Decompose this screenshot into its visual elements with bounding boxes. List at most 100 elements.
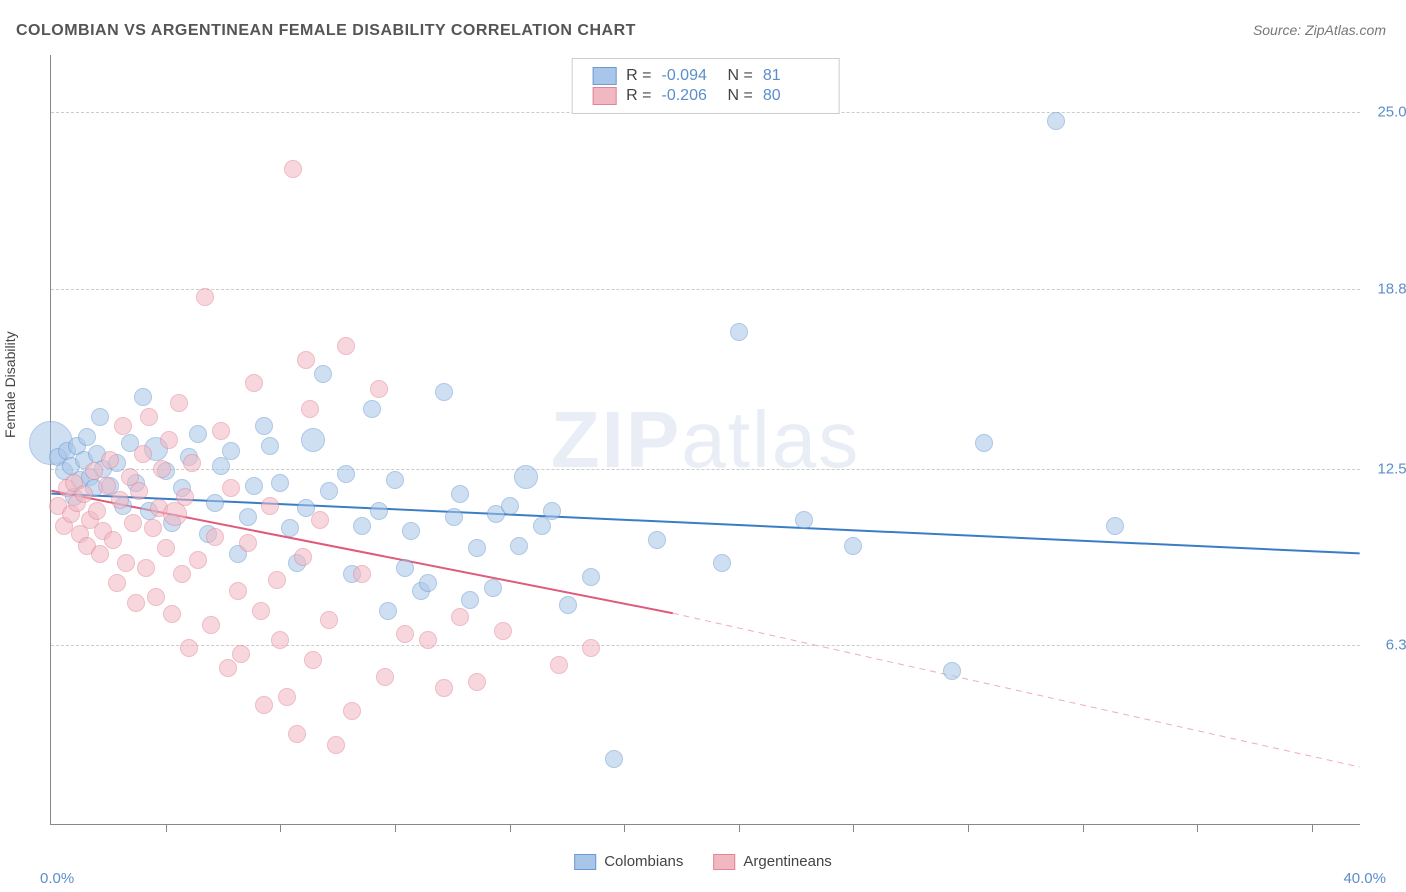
scatter-point [1047,112,1065,130]
scatter-point [117,554,135,572]
scatter-point [402,522,420,540]
legend-swatch [592,87,616,105]
scatter-point [239,534,257,552]
r-label: R = [626,67,651,85]
scatter-point [124,514,142,532]
scatter-point [343,702,361,720]
legend-swatch [713,854,735,870]
scatter-point [494,622,512,640]
scatter-point [648,531,666,549]
scatter-point [975,434,993,452]
scatter-point [212,422,230,440]
scatter-point [582,568,600,586]
x-tick-mark [624,824,625,832]
y-axis-label: Female Disability [2,331,18,438]
legend-label: Argentineans [743,853,831,870]
scatter-point [114,417,132,435]
scatter-point [543,502,561,520]
scatter-point [419,574,437,592]
scatter-point [501,497,519,515]
scatter-point [1106,517,1124,535]
scatter-point [510,537,528,555]
scatter-point [370,502,388,520]
scatter-point [271,631,289,649]
scatter-point [795,511,813,529]
legend-label: Colombians [604,853,683,870]
scatter-point [147,588,165,606]
scatter-point [379,602,397,620]
scatter-point [134,388,152,406]
scatter-point [288,725,306,743]
gridline [51,469,1360,470]
trend-lines-layer [51,55,1360,824]
scatter-point [101,451,119,469]
scatter-point [582,639,600,657]
y-tick-label: 18.8% [1365,280,1406,297]
scatter-point [353,565,371,583]
scatter-point [353,517,371,535]
scatter-point [229,582,247,600]
x-tick-mark [166,824,167,832]
x-axis-origin-label: 0.0% [40,870,74,887]
scatter-point [363,400,381,418]
scatter-point [255,417,273,435]
scatter-point [206,528,224,546]
scatter-point [88,502,106,520]
scatter-point [337,465,355,483]
scatter-point [278,688,296,706]
scatter-point [314,365,332,383]
scatter-point [370,380,388,398]
scatter-point [327,736,345,754]
scatter-point [943,662,961,680]
scatter-point [255,696,273,714]
scatter-point [284,160,302,178]
series-legend-item: Colombians [574,853,683,870]
scatter-point [320,611,338,629]
scatter-point [301,428,325,452]
scatter-point [730,323,748,341]
scatter-point [268,571,286,589]
scatter-point [222,479,240,497]
scatter-point [468,673,486,691]
scatter-point [189,425,207,443]
scatter-point [445,508,463,526]
scatter-point [196,288,214,306]
stats-legend: R =-0.094N =81R =-0.206N =80 [571,58,840,114]
n-label: N = [728,67,753,85]
scatter-point [376,668,394,686]
scatter-point [252,602,270,620]
scatter-point [261,437,279,455]
scatter-point [451,608,469,626]
x-tick-mark [968,824,969,832]
chart-source: Source: ZipAtlas.com [1253,22,1386,38]
scatter-point [435,679,453,697]
trend-line-extrapolated [673,613,1360,767]
gridline [51,289,1360,290]
scatter-point [419,631,437,649]
scatter-point [91,545,109,563]
scatter-point [170,394,188,412]
scatter-point [435,383,453,401]
scatter-point [451,485,469,503]
scatter-point [91,408,109,426]
scatter-point [111,491,129,509]
chart-title: COLOMBIAN VS ARGENTINEAN FEMALE DISABILI… [16,22,636,40]
series-legend: Colombians Argentineans [574,853,832,870]
scatter-point [163,605,181,623]
scatter-point [137,559,155,577]
scatter-point [108,574,126,592]
scatter-point [189,551,207,569]
x-tick-mark [853,824,854,832]
scatter-point [180,639,198,657]
scatter-point [144,519,162,537]
scatter-point [271,474,289,492]
scatter-point [301,400,319,418]
source-prefix: Source: [1253,22,1305,38]
scatter-point [134,445,152,463]
y-tick-label: 25.0% [1365,104,1406,121]
series-legend-item: Argentineans [713,853,831,870]
y-tick-label: 12.5% [1365,460,1406,477]
scatter-point [320,482,338,500]
scatter-point [222,442,240,460]
r-value: -0.206 [662,87,718,105]
